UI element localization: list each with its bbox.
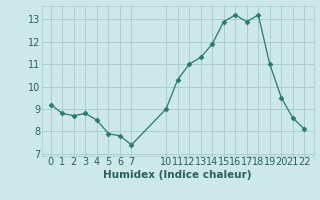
X-axis label: Humidex (Indice chaleur): Humidex (Indice chaleur) xyxy=(103,170,252,180)
